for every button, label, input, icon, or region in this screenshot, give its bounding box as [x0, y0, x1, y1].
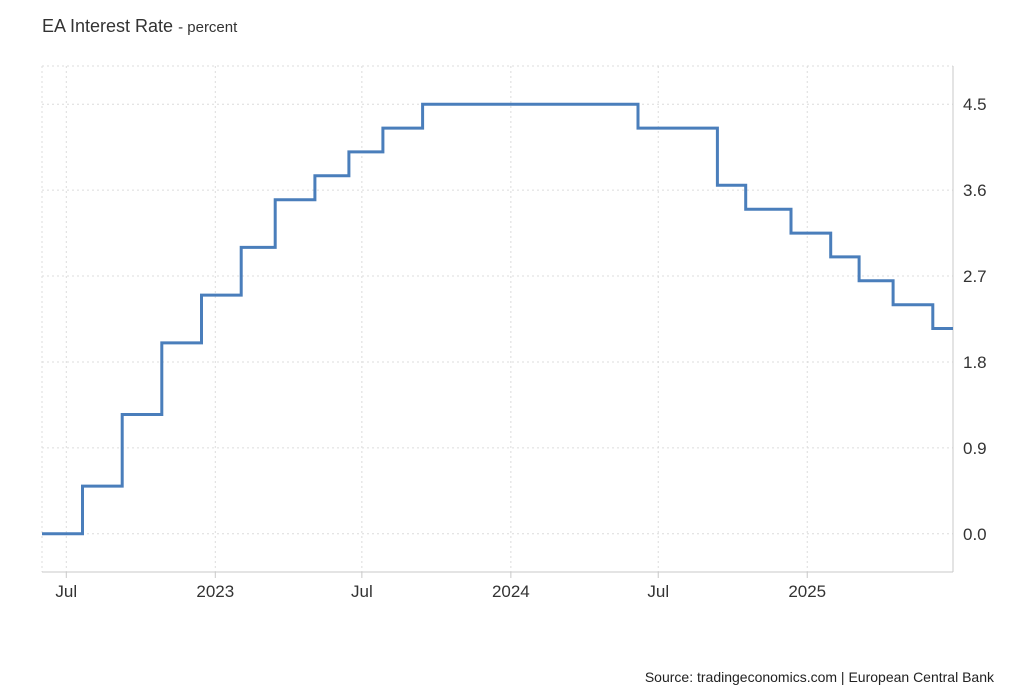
- chart-title: EA Interest Rate - percent: [42, 16, 237, 37]
- y-axis: 0.0 0.9 1.8 2.7 3.6 4.5: [963, 95, 987, 544]
- y-tick-label: 4.5: [963, 95, 987, 114]
- x-tick-label: Jul: [55, 582, 77, 601]
- rate-series-line: [42, 102, 953, 536]
- x-axis: Jul 2023 Jul 2024 Jul 2025: [55, 572, 826, 601]
- y-tick-label: 1.8: [963, 353, 987, 372]
- plot-frame: [41, 66, 954, 573]
- source-note: Source: tradingeconomics.com | European …: [644, 669, 994, 685]
- x-tick-label: 2025: [788, 582, 826, 601]
- y-tick-label: 0.0: [963, 525, 987, 544]
- series-layer: [42, 102, 953, 536]
- x-tick-label: 2024: [492, 582, 530, 601]
- x-tick-label: Jul: [647, 582, 669, 601]
- chart-plot: 0.0 0.9 1.8 2.7 3.6 4.5 Jul 2023 Jul 2024 Jul 2025: [41, 65, 987, 601]
- grid: [42, 65, 953, 572]
- y-tick-label: 0.9: [963, 439, 987, 458]
- y-tick-label: 2.7: [963, 267, 987, 286]
- chart-title-text: EA Interest Rate: [42, 16, 174, 36]
- y-tick-label: 3.6: [963, 181, 987, 200]
- x-tick-label: Jul: [351, 582, 373, 601]
- x-tick-label: 2023: [196, 582, 234, 601]
- chart-unit: - percent: [178, 19, 238, 36]
